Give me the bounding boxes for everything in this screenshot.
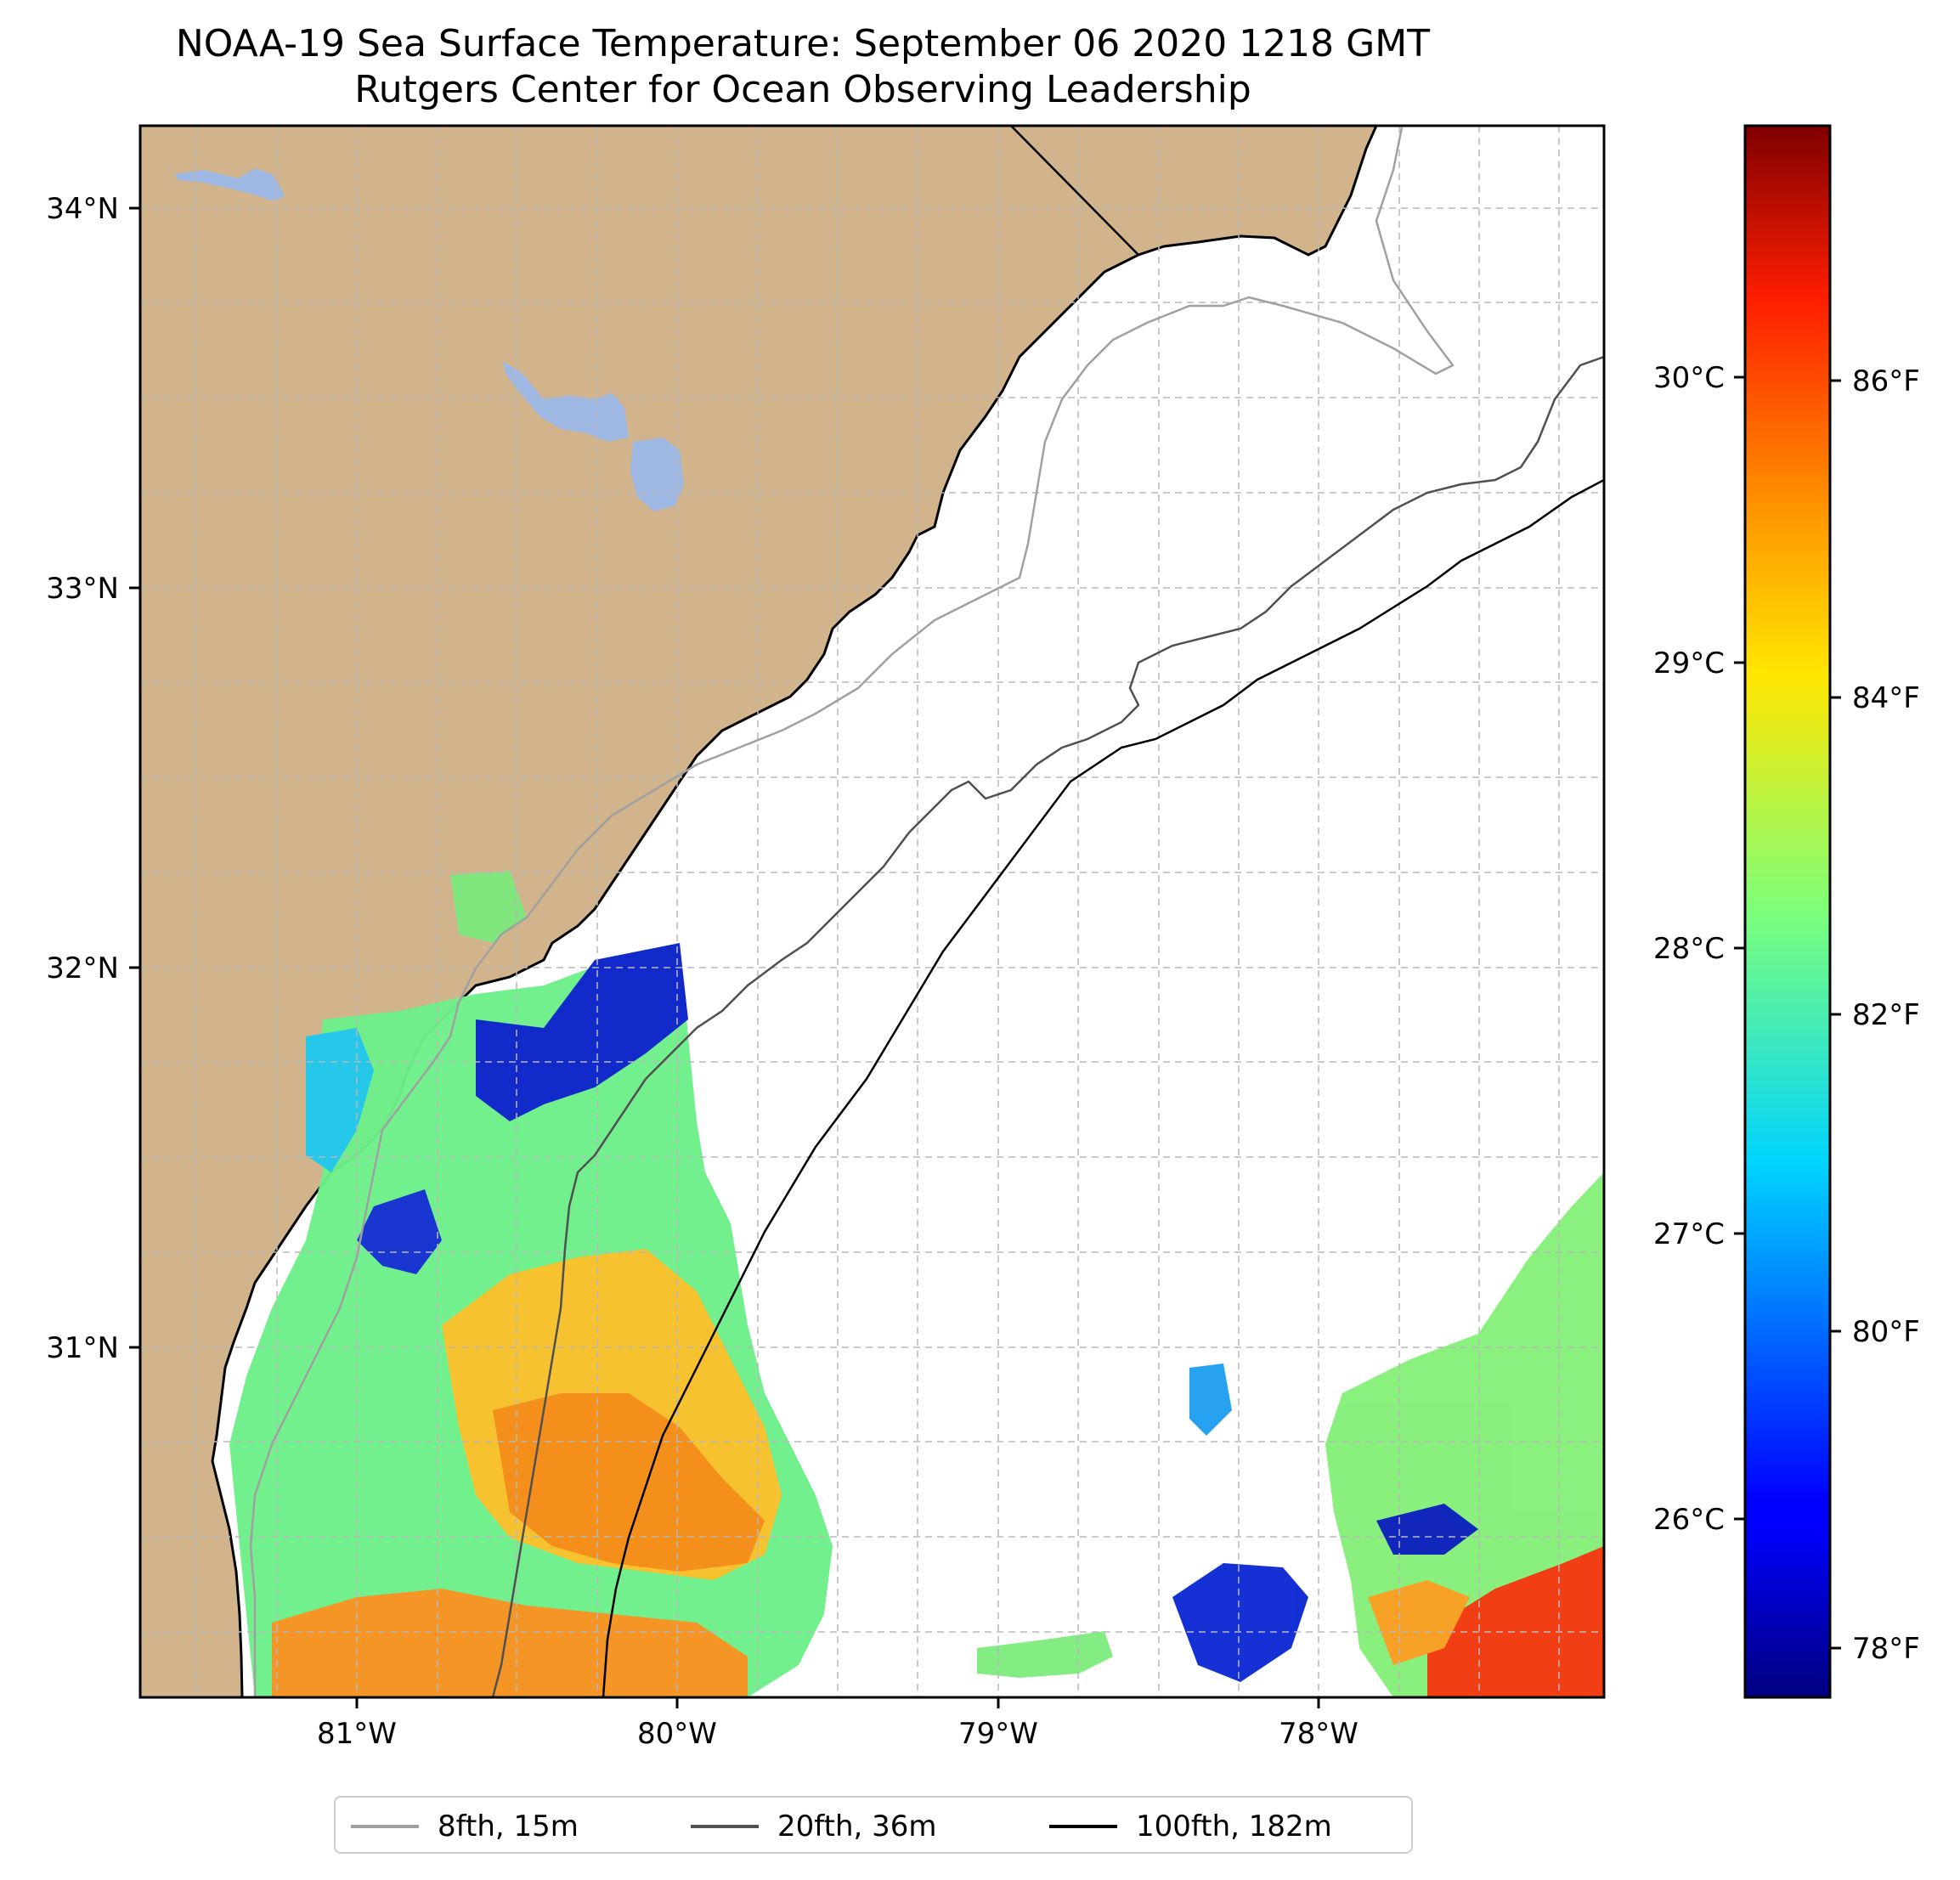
celsius-tick-label: 29°C — [1653, 646, 1725, 680]
legend-line-8fth — [351, 1825, 419, 1828]
legend-item-100fth: 100fth, 182m — [1049, 1798, 1332, 1855]
sst-patch-southeast-cold — [1376, 1504, 1478, 1555]
fahrenheit-tick-label: 86°F — [1852, 364, 1920, 398]
contour-8fth — [249, 127, 1454, 1697]
legend-label: 8fth, 15m — [438, 1809, 579, 1843]
legend-item-8fth: 8fth, 15m — [351, 1798, 579, 1855]
fahrenheit-tick-label: 78°F — [1852, 1632, 1920, 1666]
legend-label: 20fth, 36m — [777, 1809, 937, 1843]
sst-patch-orange-core — [493, 1393, 765, 1572]
lon-tick-label: 79°W — [958, 1717, 1038, 1751]
lat-tick-labels: 34°N 33°N 32°N 31°N — [46, 192, 119, 1365]
colorbar-fahrenheit-ticks — [1830, 379, 1841, 1650]
lake-small — [174, 168, 285, 200]
celsius-tick-label: 27°C — [1653, 1217, 1725, 1251]
contour-20fth — [491, 355, 1604, 1697]
map-subtitle: Rutgers Center for Ocean Observing Leade… — [354, 68, 1251, 111]
colorbar-celsius-ticks — [1734, 375, 1745, 1521]
colorbar — [1743, 124, 1832, 1699]
celsius-labels: 30°C 29°C 28°C 27°C 26°C — [1653, 361, 1725, 1537]
sst-patch-east-cold — [1172, 1563, 1308, 1682]
fahrenheit-tick-label: 80°F — [1852, 1315, 1920, 1349]
lon-tick-label: 78°W — [1279, 1717, 1358, 1751]
legend-line-100fth — [1049, 1825, 1117, 1828]
lat-tick-label: 34°N — [46, 192, 119, 226]
state-border — [1010, 126, 1139, 256]
lat-tick-label: 33°N — [46, 572, 119, 606]
sst-data-layer — [229, 871, 1604, 1697]
sst-patch-nearshore-green — [450, 871, 527, 943]
sst-patch-southeast-red — [1427, 1546, 1604, 1697]
celsius-tick-label: 30°C — [1653, 361, 1725, 395]
sst-patch-south-green — [977, 1631, 1113, 1678]
land-mass — [140, 126, 1378, 1697]
legend-item-20fth: 20fth, 36m — [691, 1798, 937, 1855]
fahrenheit-labels: 86°F 84°F 82°F 80°F 78°F — [1852, 364, 1920, 1666]
gridlines — [140, 126, 1604, 1697]
contour-legend: 8fth, 15m 20fth, 36m 100fth, 182m — [334, 1796, 1413, 1854]
sst-patch-southeast-orange — [1368, 1580, 1470, 1665]
lon-tick-labels: 81°W 80°W 79°W 78°W — [317, 1717, 1358, 1751]
lat-tick-label: 32°N — [46, 951, 119, 985]
fahrenheit-tick-label: 82°F — [1852, 998, 1920, 1032]
legend-line-20fth — [691, 1825, 759, 1828]
contour-100fth — [602, 478, 1604, 1697]
map-title: NOAA-19 Sea Surface Temperature: Septemb… — [175, 22, 1431, 65]
sst-patch-cyan-strip — [306, 1028, 374, 1172]
map-ticks — [129, 206, 1320, 1708]
legend-label: 100fth, 182m — [1136, 1809, 1332, 1843]
sst-patch-cold-north — [476, 943, 688, 1121]
lake-marion — [503, 361, 629, 442]
lon-tick-label: 80°W — [637, 1717, 717, 1751]
sst-patch-orange-south — [272, 1589, 748, 1697]
lat-tick-label: 31°N — [46, 1331, 119, 1365]
map-panel — [140, 126, 1604, 1697]
celsius-tick-label: 28°C — [1653, 932, 1725, 966]
sst-patch-cold-west — [357, 1189, 442, 1274]
sst-patch-southeast-green — [1325, 1172, 1604, 1697]
celsius-tick-label: 26°C — [1653, 1503, 1725, 1537]
map-frame — [138, 124, 1606, 1699]
fahrenheit-tick-label: 84°F — [1852, 681, 1920, 715]
sst-patch-east-small — [1189, 1363, 1232, 1436]
lon-tick-label: 81°W — [317, 1717, 397, 1751]
